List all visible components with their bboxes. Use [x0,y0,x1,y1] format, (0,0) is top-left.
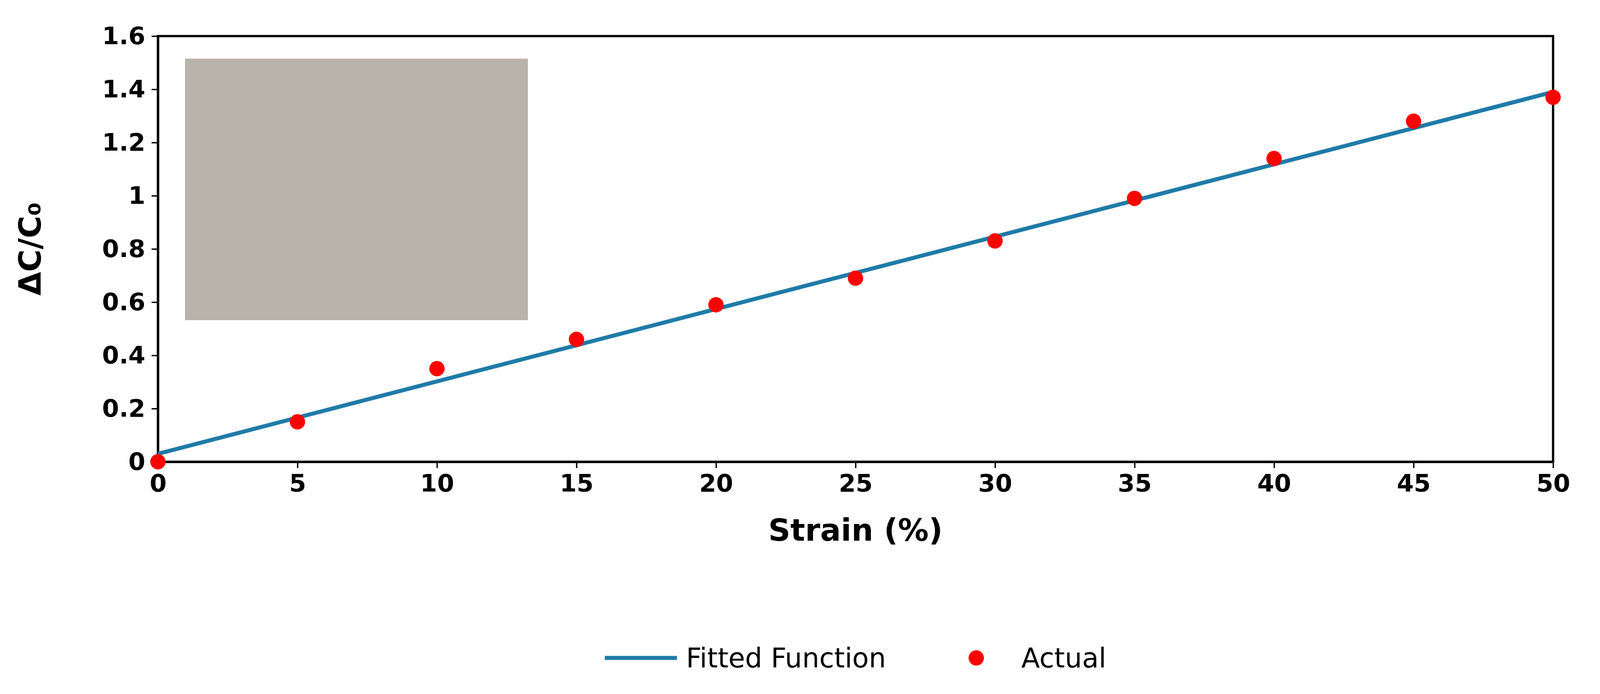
y-tick-mark [151,35,158,37]
y-tick: 0.2 [101,394,158,423]
x-tick-mark [994,462,996,469]
data-point [847,270,864,287]
x-tick: 45 [1396,462,1431,498]
x-tick-label: 30 [978,469,1013,498]
y-tick: 1 [128,181,158,210]
y-tick: 0.6 [101,287,158,317]
x-tick: 5 [289,462,307,498]
x-tick-label: 40 [1257,469,1292,498]
legend-item: Fitted Function [604,642,886,675]
plot: 0 5 10 15 20 25 30 35 40 45 50 0 0.2 0.4 0.6 0.8 1 1.2 1.4… [101,21,1571,499]
x-tick-mark [1413,462,1415,469]
fitted-line [157,92,1554,454]
x-tick-mark [436,462,438,469]
data-point [1126,190,1143,207]
y-axis-title: ΔC/C₀ [12,202,48,296]
x-tick-label: 5 [289,469,307,498]
y-tick: 0.4 [101,341,158,370]
x-tick: 20 [699,462,734,498]
data-point [568,332,585,348]
y-tick-label: 0.4 [101,341,146,370]
x-tick-mark [1273,462,1276,469]
legend: Fitted Function Actual [604,642,1106,675]
y-tick-label: 1.4 [101,74,146,104]
chart: 0 5 10 15 20 25 30 35 40 45 50 0 0.2 0.4 0.6 0.8 1 1.2 1.4… [0,0,1600,694]
y-tick-mark [151,88,158,91]
y-tick-mark [151,408,158,410]
x-tick-mark [715,462,717,469]
x-tick: 10 [420,462,454,498]
x-tick: 40 [1257,462,1292,498]
x-axis: 0 5 10 15 20 25 30 35 40 45 50 [149,462,1571,498]
x-tick-label: 25 [838,469,873,498]
legend-swatch [968,650,985,666]
x-tick: 35 [1117,462,1152,498]
x-tick: 25 [838,462,873,498]
data-point [708,297,724,313]
y-axis: 0 0.2 0.4 0.6 0.8 1 1.2 1.4 1.6 [101,21,158,477]
y-tick: 1.4 [101,74,158,104]
y-tick-mark [151,142,158,144]
x-tick-label: 0 [149,469,167,498]
data-point [289,414,306,431]
y-tick-label: 1.6 [101,21,146,51]
y-tick-label: 1.2 [101,128,146,157]
data-point [1545,89,1561,106]
x-tick-label: 10 [420,469,454,498]
plot-frame [157,36,1554,463]
x-tick-label: 50 [1536,469,1571,498]
x-tick-mark [1133,462,1136,469]
legend-item: Actual [968,642,1107,675]
x-tick-label: 15 [559,469,594,498]
x-tick: 15 [559,462,594,498]
data-point [987,233,1003,249]
x-tick: 50 [1536,462,1571,498]
y-tick-label: 1 [128,181,146,210]
y-tick-mark [151,248,158,250]
x-tick-label: 35 [1117,469,1152,498]
marks [150,89,1561,470]
inset-photo [184,58,528,321]
y-tick: 0.8 [101,234,158,264]
x-tick-label: 20 [699,469,734,498]
x-tick-mark [296,462,299,469]
data-point [1266,150,1282,167]
y-tick: 1.2 [101,128,158,157]
y-tick-mark [151,301,158,304]
x-axis-title: Strain (%) [768,512,944,549]
x-tick-mark [1552,462,1554,469]
legend-label: Fitted Function [685,642,886,675]
x-tick-mark [576,462,578,469]
data-point [150,454,166,470]
y-tick-mark [151,195,158,197]
data-point [1405,113,1422,130]
legend-label: Actual [1021,642,1107,675]
y-tick: 1.6 [101,21,158,51]
legend-swatch [604,656,677,661]
y-tick-label: 0.6 [101,287,146,317]
y-tick-label: 0.8 [101,234,146,264]
data-point [429,361,445,377]
x-tick: 30 [978,462,1013,498]
y-tick-label: 0.2 [101,394,146,423]
y-tick-label: 0 [128,447,146,477]
y-tick-mark [151,355,158,357]
x-tick-mark [855,462,857,469]
x-tick-label: 45 [1396,469,1431,498]
